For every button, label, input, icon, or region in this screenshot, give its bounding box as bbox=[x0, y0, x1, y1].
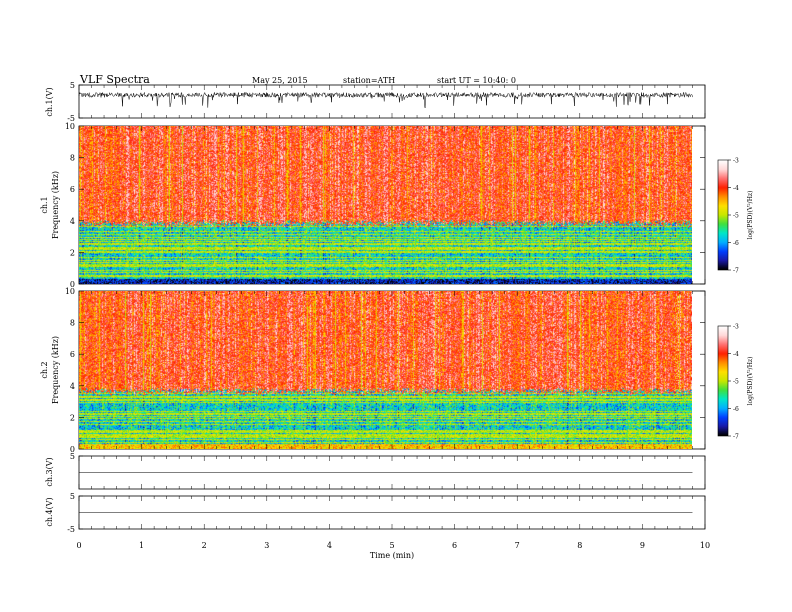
colorbar-tick-label--3: -3 bbox=[733, 158, 739, 165]
ch1-spectrogram-ylabel-2: Frequency (kHz) bbox=[51, 171, 60, 239]
x-tick-label-4: 4 bbox=[327, 541, 332, 550]
ch1-waveform-ylabel: ch.1(V) bbox=[45, 87, 54, 116]
date-label: May 25, 2015 bbox=[252, 76, 308, 85]
y-tick-label-2: 2 bbox=[70, 413, 75, 422]
x-tick-label-3: 3 bbox=[264, 541, 269, 550]
station-label: station=ATH bbox=[343, 76, 395, 85]
ch2-colorbar-label: log(PSD)(V²/Hz) bbox=[747, 357, 754, 406]
colorbar-tick-label--4: -4 bbox=[733, 351, 739, 358]
ch1-spectrogram-ylabel-1: ch.1 bbox=[40, 196, 49, 213]
colorbar-tick-label--3: -3 bbox=[733, 324, 739, 331]
colorbar-tick-label--7: -7 bbox=[733, 434, 739, 441]
y-tick-label-10: 10 bbox=[65, 122, 75, 131]
y-tick-label-5: 5 bbox=[70, 492, 75, 501]
x-tick-label-6: 6 bbox=[452, 541, 457, 550]
y-tick-label--5: -5 bbox=[67, 114, 75, 123]
ch1-colorbar bbox=[718, 160, 728, 270]
y-tick-label-0: 0 bbox=[70, 445, 75, 454]
x-tick-label-10: 10 bbox=[700, 541, 710, 550]
ch1-spectrogram-image bbox=[79, 126, 692, 284]
x-tick-label-5: 5 bbox=[389, 541, 394, 550]
x-tick-label-2: 2 bbox=[202, 541, 207, 550]
y-tick-label-4: 4 bbox=[70, 382, 75, 391]
y-tick-label-8: 8 bbox=[70, 319, 75, 328]
colorbar-tick-label--6: -6 bbox=[733, 240, 739, 247]
ch4-waveform-ylabel: ch.4(V) bbox=[45, 497, 54, 526]
colorbar-tick-label--4: -4 bbox=[733, 185, 739, 192]
y-tick-label-6: 6 bbox=[70, 185, 75, 194]
colorbar-tick-label--5: -5 bbox=[733, 379, 739, 386]
y-tick-label-6: 6 bbox=[70, 350, 75, 359]
x-tick-label-0: 0 bbox=[76, 541, 81, 550]
x-tick-label-9: 9 bbox=[640, 541, 645, 550]
ch2-spectrogram-image bbox=[79, 291, 692, 449]
y-tick-label-4: 4 bbox=[70, 217, 75, 226]
y-tick-label-5: 5 bbox=[70, 452, 75, 461]
y-tick-label-0: 0 bbox=[70, 280, 75, 289]
start-time-label: start UT = 10:40: 0 bbox=[437, 76, 516, 85]
x-axis-label: Time (min) bbox=[370, 551, 414, 560]
y-tick-label-10: 10 bbox=[65, 287, 75, 296]
ch1-waveform-panel bbox=[78, 84, 706, 119]
ch2-spectrogram-ylabel-2: Frequency (kHz) bbox=[51, 336, 60, 404]
colorbar-tick-label--6: -6 bbox=[733, 406, 739, 413]
ch1-colorbar-label: log(PSD)(V²/Hz) bbox=[747, 191, 754, 240]
x-tick-label-7: 7 bbox=[515, 541, 520, 550]
ch3-waveform-ylabel: ch.3(V) bbox=[45, 457, 54, 486]
colorbar-tick-label--5: -5 bbox=[733, 213, 739, 220]
ch1-waveform-trace bbox=[78, 91, 693, 109]
y-tick-label--5: -5 bbox=[67, 525, 75, 534]
figure-title: VLF Spectra bbox=[79, 73, 150, 86]
ch2-spectrogram-ylabel-1: ch.2 bbox=[40, 361, 49, 378]
y-tick-label-5: 5 bbox=[70, 81, 75, 90]
y-tick-label-2: 2 bbox=[70, 248, 75, 257]
colorbar-tick-label--7: -7 bbox=[733, 268, 739, 275]
x-tick-label-1: 1 bbox=[139, 541, 144, 550]
ch2-colorbar bbox=[718, 326, 728, 436]
x-tick-label-8: 8 bbox=[577, 541, 582, 550]
y-tick-label-8: 8 bbox=[70, 154, 75, 163]
